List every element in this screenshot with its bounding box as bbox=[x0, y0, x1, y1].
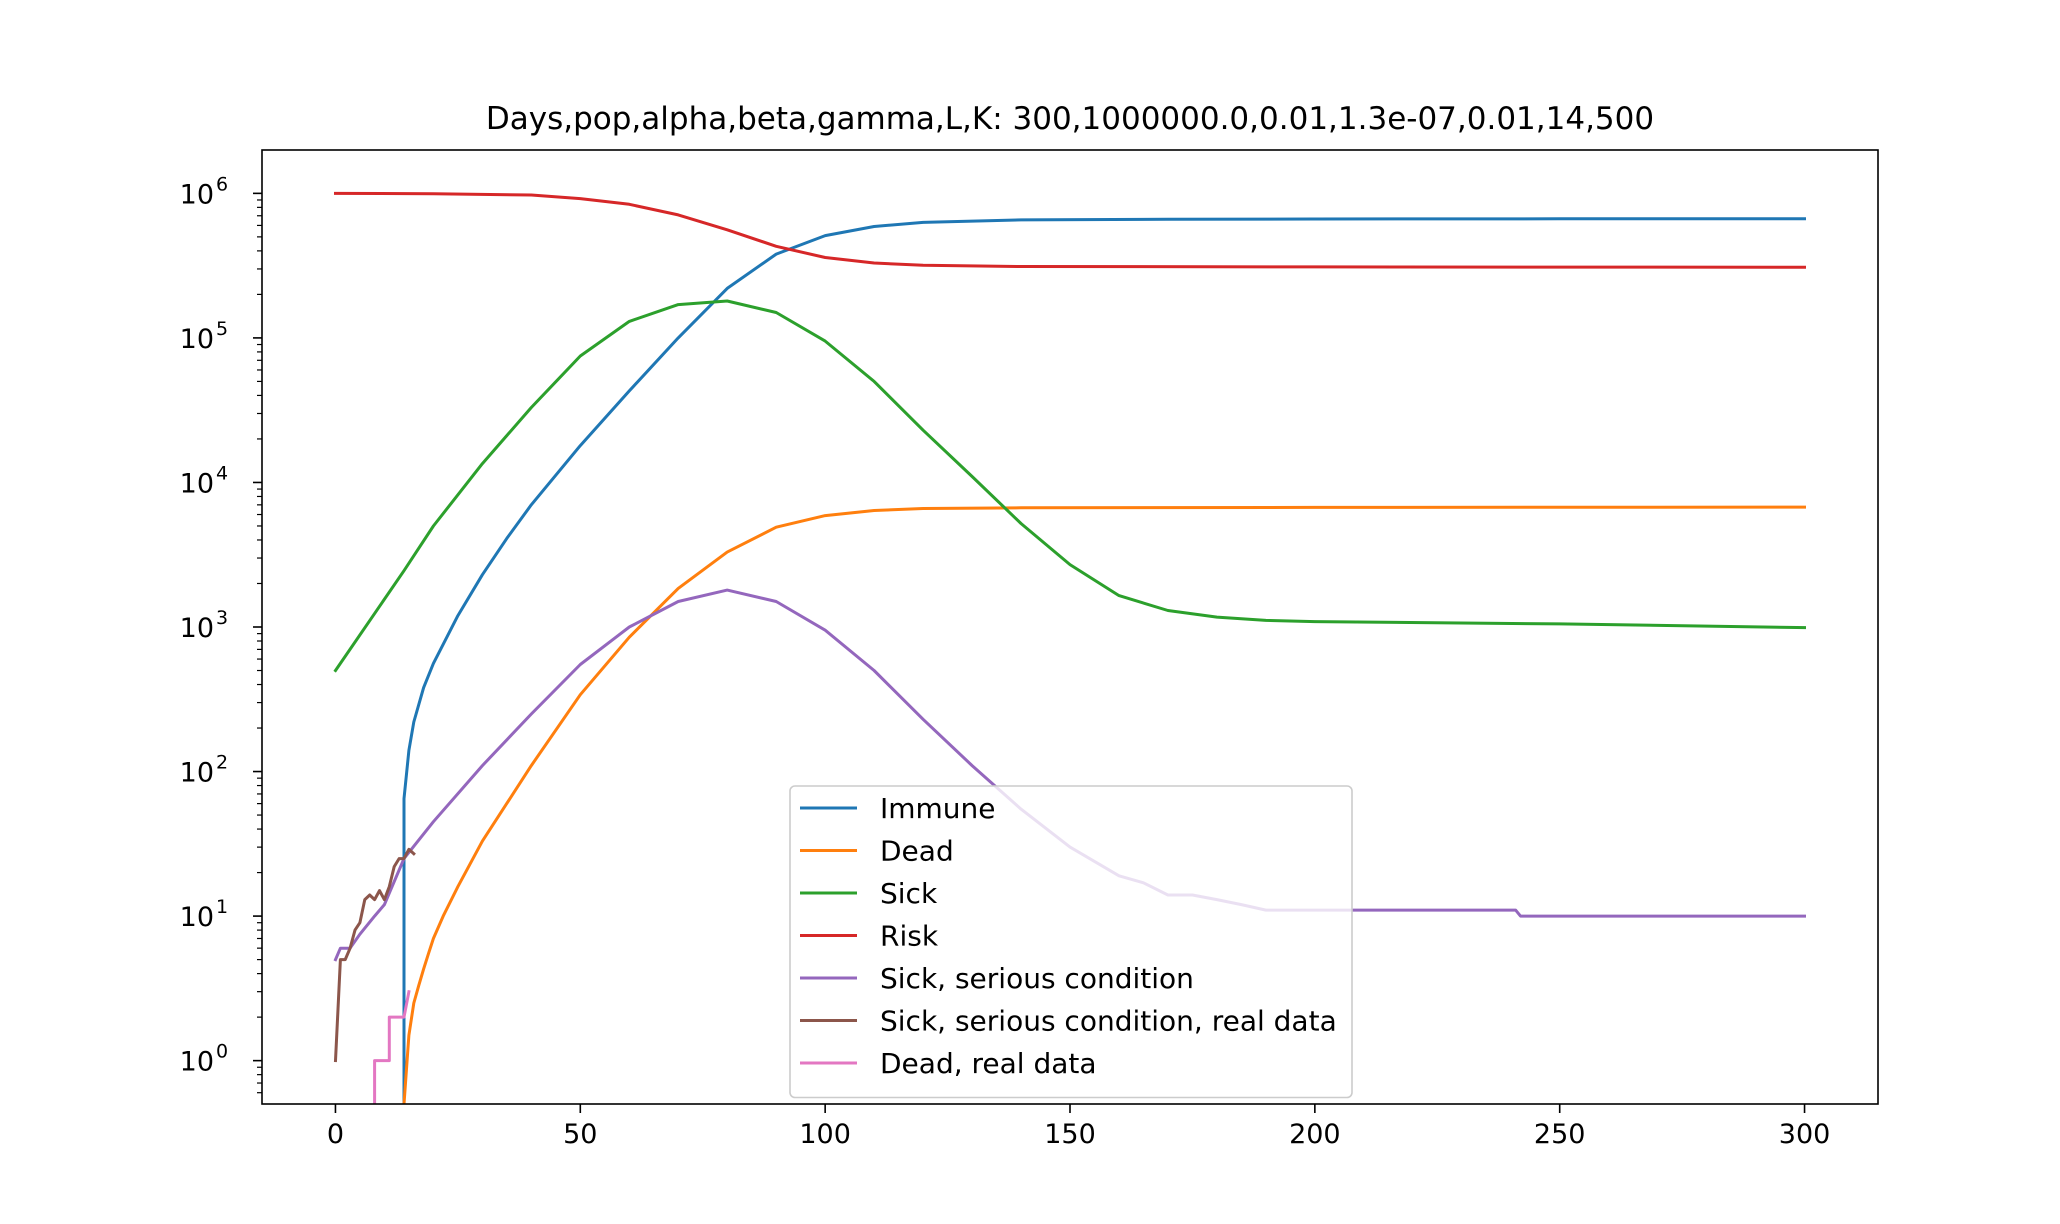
series-line-0 bbox=[402, 217, 1807, 1104]
y-tick-label-2: 10 bbox=[180, 758, 214, 789]
y-tick-label-0: 10 bbox=[180, 1047, 214, 1078]
x-tick-label-4: 200 bbox=[1289, 1119, 1341, 1150]
y-tick-label-1: 10 bbox=[180, 902, 214, 933]
y-tick-exponent-6: 6 bbox=[216, 173, 228, 195]
y-tick-exponent-2: 2 bbox=[216, 752, 228, 774]
y-tick-exponent-0: 0 bbox=[216, 1041, 228, 1063]
series-line-1 bbox=[402, 505, 1807, 1104]
y-tick-label-3: 10 bbox=[180, 613, 214, 644]
y-tick-exponent-1: 1 bbox=[216, 896, 228, 918]
series-line-2 bbox=[333, 299, 1807, 673]
y-tick-label-6: 10 bbox=[180, 179, 214, 210]
y-tick-label-5: 10 bbox=[180, 324, 214, 355]
series-line-3 bbox=[333, 191, 1807, 269]
legend-label-6: Dead, real data bbox=[880, 1047, 1097, 1080]
legend-box bbox=[789, 785, 1353, 1099]
chart-title: Days,pop,alpha,beta,gamma,L,K: 300,10000… bbox=[486, 101, 1654, 137]
x-tick-label-0: 0 bbox=[327, 1119, 344, 1150]
series-layer bbox=[333, 191, 1807, 1104]
x-tick-label-1: 50 bbox=[563, 1119, 597, 1150]
y-tick-label-4: 10 bbox=[180, 468, 214, 499]
x-tick-label-3: 150 bbox=[1044, 1119, 1096, 1150]
y-tick-exponent-4: 4 bbox=[216, 462, 228, 484]
legend-label-4: Sick, serious condition bbox=[880, 962, 1194, 995]
legend-label-0: Immune bbox=[880, 792, 996, 825]
y-tick-exponent-5: 5 bbox=[216, 318, 228, 340]
series-line-5 bbox=[333, 847, 416, 1063]
legend-label-5: Sick, serious condition, real data bbox=[880, 1005, 1337, 1038]
legend: Immune Dead Sick Risk Sick, serious conditio… bbox=[789, 785, 1353, 1099]
x-tick-label-2: 100 bbox=[799, 1119, 851, 1150]
legend-label-2: Sick bbox=[880, 877, 938, 910]
legend-label-1: Dead bbox=[880, 835, 954, 868]
series-line-6 bbox=[373, 989, 411, 1104]
y-tick-exponent-3: 3 bbox=[216, 607, 228, 629]
x-tick-label-6: 300 bbox=[1779, 1119, 1831, 1150]
x-tick-label-5: 250 bbox=[1534, 1119, 1586, 1150]
legend-label-3: Risk bbox=[880, 920, 939, 953]
